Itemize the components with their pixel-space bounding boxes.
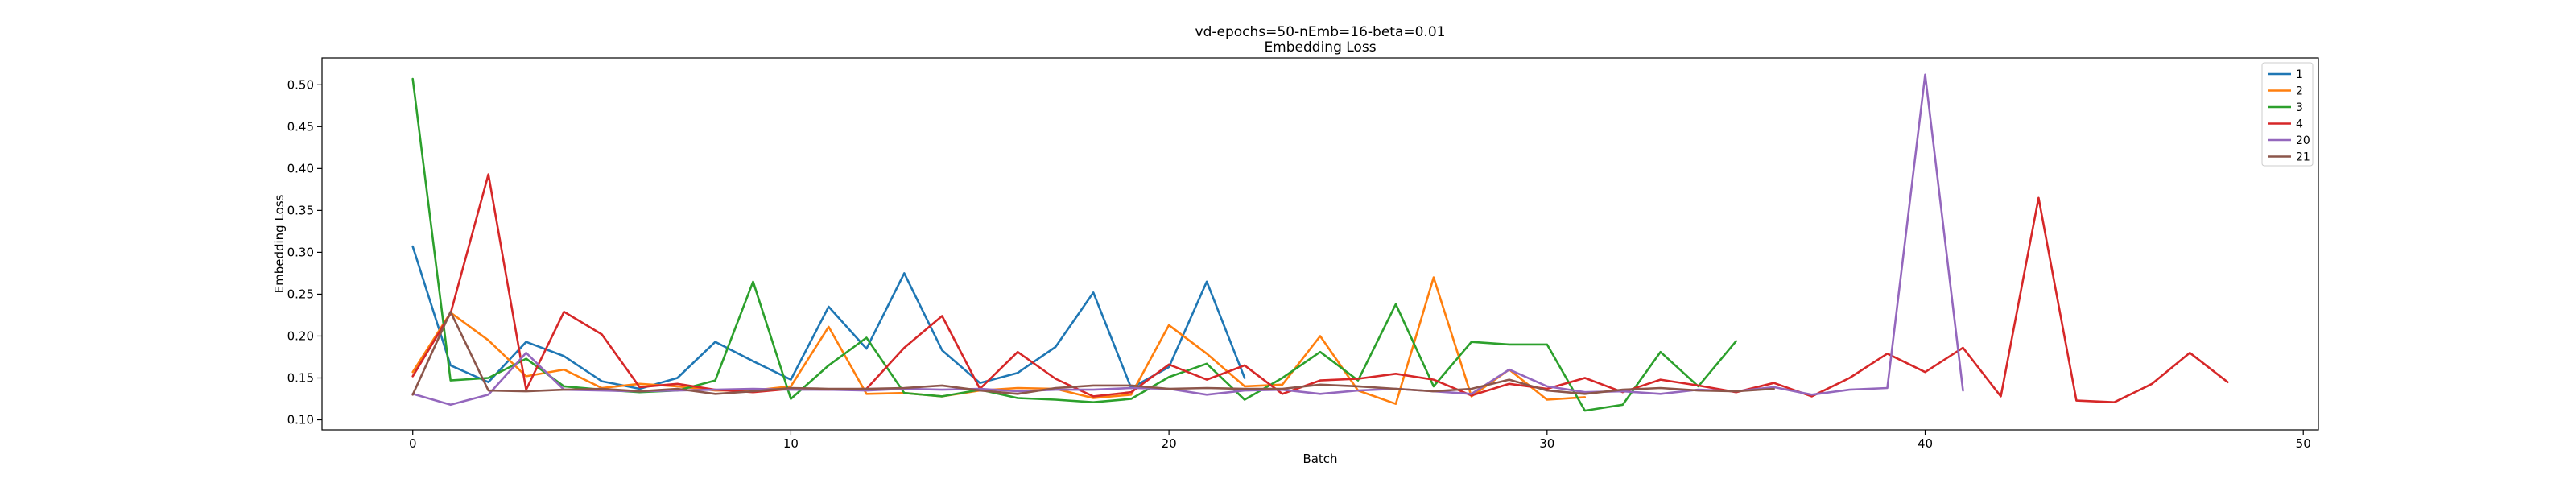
series-line-21 [411, 310, 1775, 396]
y-tick-label: 0.30 [287, 245, 314, 259]
y-tick-label: 0.35 [287, 203, 314, 217]
legend-label-3: 3 [2296, 101, 2303, 114]
legend-label-1: 1 [2296, 68, 2303, 81]
x-tick-label: 50 [2296, 436, 2311, 451]
legend-label-2: 2 [2296, 85, 2303, 98]
x-axis: 0 10 20 30 40 50 [409, 430, 2311, 451]
x-tick-label: 40 [1918, 436, 1933, 451]
series-line-1 [411, 245, 1246, 390]
x-tick-label: 0 [409, 436, 417, 451]
y-axis: 0.10 0.15 0.20 0.25 0.30 0.35 0.40 0.45 0.50 [287, 77, 322, 427]
chart-title: vd-epochs=50-nEmb=16-beta=0.01 [1195, 24, 1446, 40]
chart-subtitle: Embedding Loss [1264, 39, 1376, 56]
y-tick-label: 0.15 [287, 370, 314, 385]
legend-label-20: 20 [2296, 134, 2310, 147]
y-tick-label: 0.40 [287, 161, 314, 175]
y-tick-label: 0.25 [287, 287, 314, 301]
x-tick-label: 20 [1162, 436, 1177, 451]
y-tick-label: 0.45 [287, 119, 314, 134]
x-tick-label: 10 [783, 436, 799, 451]
y-tick-label: 0.20 [287, 328, 314, 343]
series-group [411, 73, 2229, 412]
y-tick-label: 0.10 [287, 413, 314, 427]
y-axis-label: Embedding Loss [272, 194, 287, 293]
y-tick-label: 0.50 [287, 77, 314, 92]
x-tick-label: 30 [1539, 436, 1554, 451]
x-axis-label: Batch [1302, 452, 1337, 466]
legend: 1 2 3 4 20 21 [2261, 62, 2314, 167]
legend-label-21: 21 [2296, 151, 2310, 164]
plot-frame [321, 57, 2319, 431]
legend-label-4: 4 [2296, 118, 2303, 131]
